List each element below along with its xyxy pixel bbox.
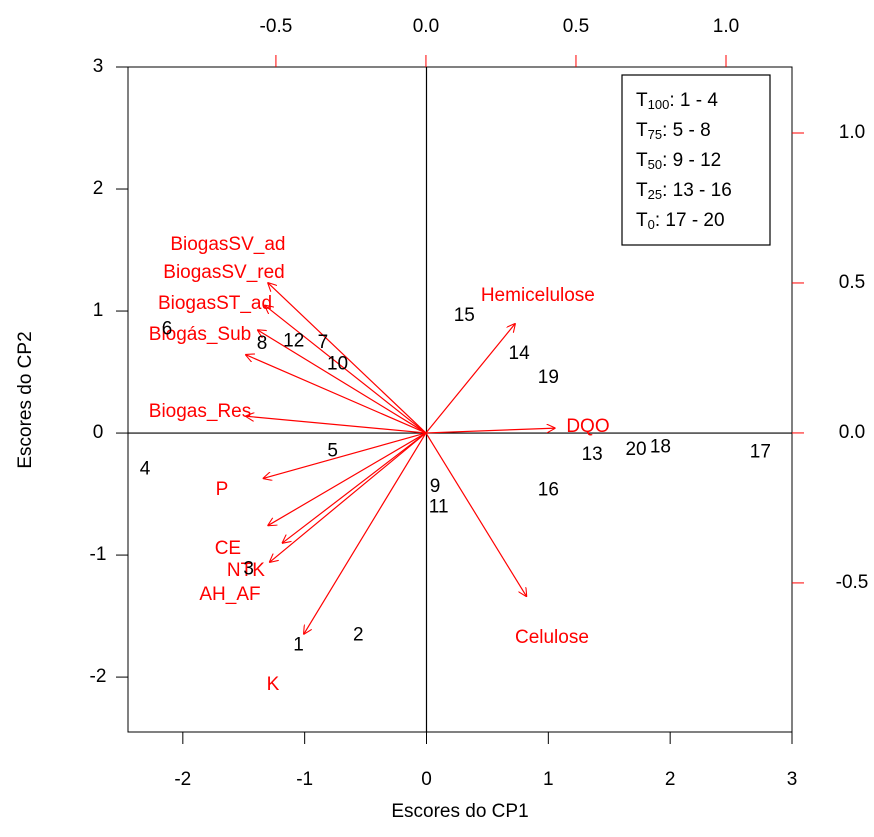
score-point: 10	[327, 354, 348, 375]
legend-sub: 75	[648, 127, 662, 142]
x-tick-label: 1	[543, 769, 554, 790]
legend-entry: T25: 13 - 16	[636, 180, 732, 202]
legend-entry: T75: 5 - 8	[636, 120, 711, 142]
score-point: 4	[140, 459, 151, 480]
loading-arrow	[425, 323, 516, 434]
loading-arrow	[263, 432, 427, 479]
x2-tick-label: -0.5	[260, 16, 293, 37]
score-point: 18	[650, 437, 671, 458]
loading-arrow	[257, 330, 427, 434]
score-point: 6	[162, 318, 173, 339]
loading-label: Hemicelulose	[481, 285, 595, 306]
legend-text: : 5 - 8	[662, 120, 711, 141]
loading-arrow	[282, 432, 427, 543]
loading-arrow	[245, 354, 427, 434]
loading-label: Biogas_Res	[149, 401, 251, 422]
y-tick-label: 3	[93, 56, 104, 77]
legend-text: : 17 - 20	[655, 210, 725, 231]
legend-sub: 0	[648, 217, 655, 232]
legend-text: : 9 - 12	[662, 150, 721, 171]
score-point: 11	[429, 497, 449, 518]
score-point: 2	[353, 625, 364, 646]
loading-label: DQO	[566, 416, 609, 437]
y2-tick-label: 0.0	[839, 422, 865, 443]
loading-label: Celulose	[515, 627, 589, 648]
legend-text: : 1 - 4	[669, 90, 718, 111]
loading-label: P	[216, 479, 229, 500]
loading-label: CE	[215, 538, 241, 559]
legend-base: T	[636, 180, 648, 201]
legend-base: T	[636, 90, 648, 111]
y-tick-label: -2	[90, 666, 107, 687]
x-tick-label: 3	[787, 769, 798, 790]
x2-tick-label: 1.0	[713, 16, 739, 37]
x-tick-label: -1	[296, 769, 313, 790]
y2-tick-label: 0.5	[839, 272, 865, 293]
score-point: 14	[509, 343, 531, 364]
legend-sub: 50	[648, 157, 662, 172]
x2-tick-label: 0.0	[413, 16, 439, 37]
y-axis-title: Escores do CP2	[15, 331, 36, 468]
score-point: 1	[293, 634, 304, 655]
legend-base: T	[636, 210, 648, 231]
loading-label: NTK	[227, 560, 265, 581]
score-point: 17	[750, 442, 771, 463]
loading-arrow	[268, 432, 427, 526]
y-tick-label: 2	[93, 178, 104, 199]
x-tick-label: 0	[421, 769, 432, 790]
legend-box	[621, 74, 771, 246]
loading-arrow	[269, 432, 427, 563]
loading-label: Biogás_Sub	[149, 324, 251, 345]
loading-label: BiogasSV_ad	[170, 234, 285, 255]
legend-sub: 25	[648, 187, 662, 202]
legend-entry: T50: 9 - 12	[636, 150, 721, 172]
legend-text: : 13 - 16	[662, 180, 732, 201]
y2-tick-label: -0.5	[836, 572, 869, 593]
loading-label: AH_AF	[199, 584, 260, 605]
y-tick-label: 1	[93, 300, 104, 321]
score-point: 13	[582, 444, 603, 465]
score-point: 15	[454, 305, 475, 326]
loading-arrow	[304, 432, 427, 635]
x-axis-title: Escores do CP1	[391, 801, 528, 822]
loading-arrow	[264, 305, 427, 434]
loading-label: BiogasSV_red	[163, 262, 284, 283]
x-tick-label: 2	[665, 769, 676, 790]
y-tick-label: -1	[90, 544, 107, 565]
x2-tick-label: 0.5	[563, 16, 589, 37]
legend-entry: T100: 1 - 4	[636, 90, 718, 112]
score-point: 16	[538, 479, 559, 500]
y-tick-label: 0	[93, 422, 104, 443]
loading-arrow	[245, 416, 427, 434]
loading-label: K	[267, 674, 280, 695]
plot-frame	[127, 66, 793, 733]
score-point: 20	[625, 439, 646, 460]
loading-arrow	[425, 428, 556, 434]
score-point: 9	[430, 476, 441, 497]
score-point: 7	[318, 332, 329, 353]
legend-sub: 100	[648, 97, 670, 112]
score-point: 5	[327, 440, 338, 461]
score-point: 8	[257, 333, 268, 354]
loading-arrow	[425, 432, 527, 597]
score-point: 3	[243, 559, 254, 580]
loading-arrow	[268, 282, 427, 434]
score-point: 19	[538, 367, 559, 388]
legend-base: T	[636, 150, 648, 171]
legend-entry: T0: 17 - 20	[636, 210, 725, 232]
y2-tick-label: 1.0	[839, 122, 865, 143]
x-tick-label: -2	[174, 769, 191, 790]
score-point: 12	[283, 331, 304, 352]
loading-label: BiogasST_ad	[158, 293, 272, 314]
legend-base: T	[636, 120, 648, 141]
